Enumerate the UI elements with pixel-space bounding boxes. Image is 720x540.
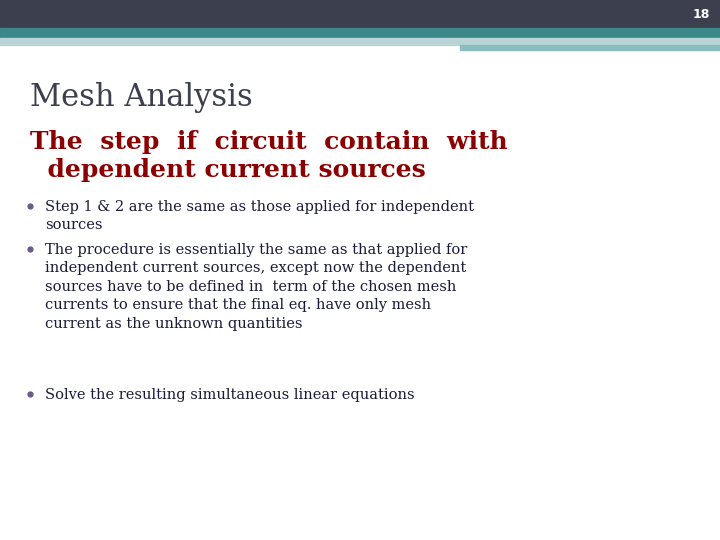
Text: 18: 18	[693, 8, 710, 21]
Bar	[0, 0, 720, 28]
Text: Mesh Analysis: Mesh Analysis	[30, 82, 253, 113]
Text: The  step  if  circuit  contain  with: The step if circuit contain with	[30, 130, 508, 154]
Text: The procedure is essentially the same as that applied for
independent current so: The procedure is essentially the same as…	[45, 243, 467, 330]
Text: Step 1 & 2 are the same as those applied for independent
sources: Step 1 & 2 are the same as those applied…	[45, 200, 474, 232]
Text: Solve the resulting simultaneous linear equations: Solve the resulting simultaneous linear …	[45, 388, 415, 402]
Text: dependent current sources: dependent current sources	[30, 158, 426, 182]
Bar	[0, 38, 390, 45]
Bar	[0, 28, 720, 38]
Bar	[390, 38, 720, 45]
Bar	[460, 45, 720, 50]
